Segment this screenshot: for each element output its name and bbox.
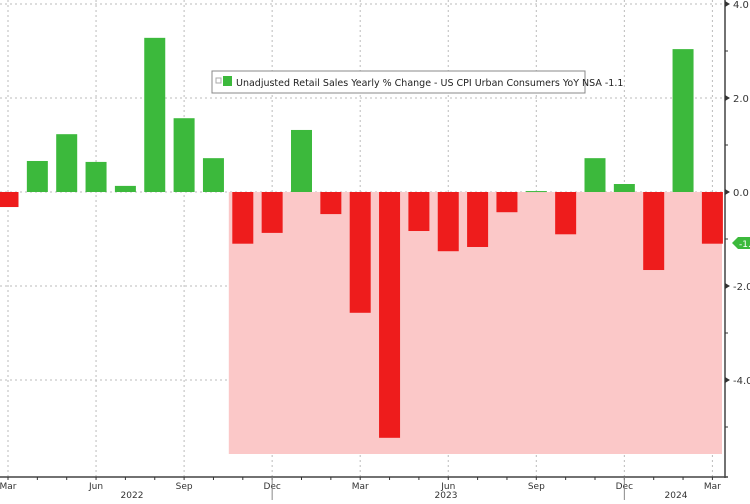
bar-aug-2022 (144, 37, 166, 193)
last-value-badge-text: -1.1 (739, 240, 750, 250)
bar-aug-2023 (496, 192, 518, 213)
x-tick-label: Sep (528, 482, 545, 492)
bar-feb-2023 (320, 192, 342, 215)
bar-oct-2022 (202, 158, 224, 192)
bar-sep-2023 (525, 191, 547, 193)
y-tick-mark (725, 377, 730, 383)
y-tick-label: 2.0 (733, 94, 749, 105)
bar-may-2022 (56, 134, 78, 192)
y-tick-mark (725, 1, 730, 7)
bar-jul-2023 (467, 192, 489, 247)
bar-feb-2024 (672, 49, 694, 193)
x-tick-label: Mar (352, 482, 369, 492)
bar-mar-2024 (701, 192, 723, 244)
legend-collapse-icon[interactable] (215, 77, 222, 84)
bar-nov-2023 (584, 158, 606, 192)
bar-may-2023 (408, 192, 430, 232)
x-tick-label: Mar (704, 482, 721, 492)
year-label: 2023 (435, 491, 458, 500)
bar-mar-2022 (0, 192, 19, 208)
bar-sep-2022 (173, 118, 195, 192)
y-ticks: 4.0 2.0 0.0 -2.0 -4.0 (725, 0, 750, 428)
bar-mar-2023 (349, 192, 371, 313)
bar-nov-2022 (232, 192, 254, 244)
x-tick-label: Mar (0, 482, 17, 492)
bar-jun-2023 (437, 192, 459, 252)
legend[interactable]: Unadjusted Retail Sales Yearly % Change … (211, 70, 623, 94)
bar-jan-2023 (291, 129, 312, 192)
last-value-badge: -1.1 (732, 237, 750, 250)
bar-oct-2023 (555, 192, 577, 235)
legend-swatch (223, 76, 232, 86)
y-tick-label: -2.0 (733, 282, 750, 293)
bar-jan-2024 (643, 192, 665, 271)
x-tick-label: Jun (88, 482, 103, 492)
y-tick-label: -4.0 (733, 376, 750, 387)
bar-dec-2022 (261, 192, 283, 233)
y-tick-label: 0.0 (733, 188, 749, 199)
bar-jun-2022 (85, 161, 107, 192)
y-tick-mark (725, 283, 730, 289)
x-tick-label: Jun (440, 482, 455, 492)
y-tick-label: 4.0 (733, 0, 749, 11)
bars (0, 37, 723, 438)
bar-apr-2023 (379, 192, 401, 438)
bar-apr-2022 (26, 160, 48, 192)
y-tick-mark (725, 189, 730, 195)
y-tick-mark (725, 95, 730, 101)
x-tick-label: Sep (176, 482, 193, 492)
year-label: 2024 (665, 491, 688, 500)
legend-label: Unadjusted Retail Sales Yearly % Change … (236, 78, 623, 89)
year-label: 2022 (121, 491, 144, 500)
bar-jul-2022 (114, 185, 136, 192)
bar-dec-2023 (613, 184, 635, 192)
